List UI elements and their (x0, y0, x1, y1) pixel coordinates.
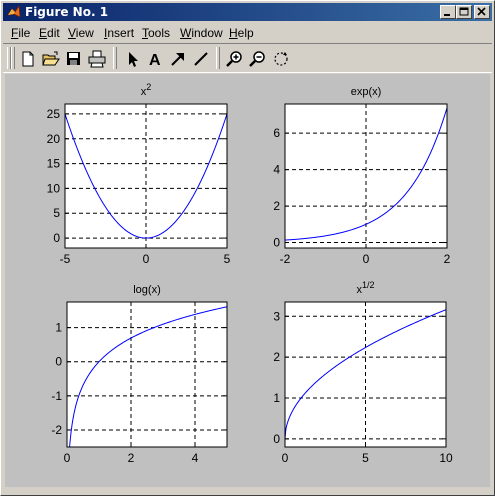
insert-text-icon: A (149, 52, 161, 69)
y-tick-label: 3 (273, 309, 280, 323)
x-tick-label: 2 (444, 252, 451, 266)
zoom-out-button[interactable] (247, 48, 269, 70)
y-tick-label: 20 (47, 132, 61, 146)
axes-title-base: exp(x) (351, 86, 382, 98)
toolbar-separator (113, 47, 117, 69)
axes-title: exp(x) (351, 86, 382, 98)
minimize-button[interactable] (440, 5, 456, 19)
axes-title-base: x (356, 284, 362, 296)
y-tick-label: 15 (47, 157, 61, 171)
y-tick-label: 4 (273, 163, 280, 177)
save-button[interactable] (63, 48, 85, 70)
svg-text:A: A (149, 52, 161, 69)
series-line (284, 107, 448, 241)
series-line (64, 113, 228, 239)
zoom-in-icon (226, 51, 242, 67)
zoom-out-icon (249, 51, 265, 67)
axes-frame (66, 301, 228, 448)
rotate-3d-button[interactable] (270, 48, 292, 70)
new-figure-button[interactable] (17, 48, 39, 70)
select-arrow-icon (129, 52, 138, 67)
minimize-icon (444, 14, 450, 16)
maximize-button[interactable] (456, 5, 472, 19)
menu-tools[interactable]: Tools (142, 26, 171, 40)
maximize-icon (459, 7, 469, 16)
series-line (69, 306, 228, 448)
axes-title-superscript: 1/2 (362, 280, 375, 290)
x-tick-label: 0 (363, 252, 370, 266)
y-tick-label: -2 (51, 423, 62, 437)
x-tick-label: 2 (128, 451, 135, 465)
insert-arrow-button[interactable] (167, 48, 189, 70)
y-tick-label: 2 (273, 350, 280, 364)
menu-file[interactable]: File (11, 26, 31, 40)
x-tick-label: -5 (60, 252, 71, 266)
figure-canvas: -5 0 5 0 5 10 15 20 25 x2 -2 0 2 0 2 4 6 exp(x) 0 2 4 -2 -1 0 1 l… (5, 74, 490, 487)
y-tick-label: 2 (273, 199, 280, 213)
print-icon (88, 50, 106, 68)
print-button[interactable] (86, 48, 108, 70)
insert-text-button[interactable]: A (144, 48, 166, 70)
series-line (284, 309, 447, 439)
x-tick-label: 0 (64, 451, 71, 465)
matlab-logo-icon (7, 5, 21, 18)
menu-window[interactable]: Window (180, 26, 223, 40)
menu-insert[interactable]: Insert (104, 26, 135, 40)
y-tick-label: 10 (47, 181, 61, 195)
axes-background (67, 302, 227, 447)
toolbar-grip[interactable] (7, 47, 11, 69)
insert-arrow-icon (171, 53, 184, 66)
save-icon (67, 52, 80, 65)
x-tick-label: 0 (282, 451, 289, 465)
axes-title-superscript: 2 (146, 82, 151, 92)
zoom-in-button[interactable] (224, 48, 246, 70)
axes-title: x1/2 (356, 280, 374, 296)
y-tick-label: 0 (273, 236, 280, 250)
menu-help[interactable]: Help (229, 26, 254, 40)
x-tick-label: -2 (280, 252, 291, 266)
rotate-3d-icon (274, 52, 288, 66)
menu-view[interactable]: View (68, 26, 94, 40)
y-tick-label: 0 (273, 432, 280, 446)
y-tick-label: 25 (47, 107, 61, 121)
toolbar-grip[interactable] (11, 47, 15, 69)
y-tick-label: 0 (55, 355, 62, 369)
insert-line-icon (194, 52, 208, 66)
axes-title-base: x (141, 86, 147, 98)
y-tick-label: 5 (53, 206, 60, 220)
y-tick-label: -1 (51, 389, 62, 403)
toolbar-separator (216, 47, 220, 69)
insert-line-button[interactable] (190, 48, 212, 70)
y-tick-label: 1 (55, 321, 62, 335)
close-button[interactable] (474, 5, 490, 19)
x-tick-label: 0 (143, 252, 150, 266)
toolbar: A (3, 43, 492, 73)
menu-edit[interactable]: Edit (39, 26, 60, 40)
y-tick-label: 1 (273, 391, 280, 405)
x-tick-label: 10 (439, 451, 453, 465)
axes-title-base: log(x) (133, 284, 161, 296)
y-tick-label: 6 (273, 126, 280, 140)
axes-title: log(x) (133, 284, 161, 296)
select-arrow-button[interactable] (121, 48, 143, 70)
x-tick-label: 4 (192, 451, 199, 465)
open-file-icon (42, 51, 60, 66)
window-title: Figure No. 1 (25, 5, 109, 19)
x-tick-label: 5 (224, 252, 231, 266)
axes-title: x2 (141, 82, 152, 98)
new-figure-icon (22, 51, 34, 67)
close-icon (477, 7, 486, 16)
open-file-button[interactable] (40, 48, 62, 70)
y-tick-label: 0 (53, 231, 60, 245)
title-bar[interactable]: Figure No. 1 (3, 3, 492, 21)
x-tick-label: 5 (362, 451, 369, 465)
